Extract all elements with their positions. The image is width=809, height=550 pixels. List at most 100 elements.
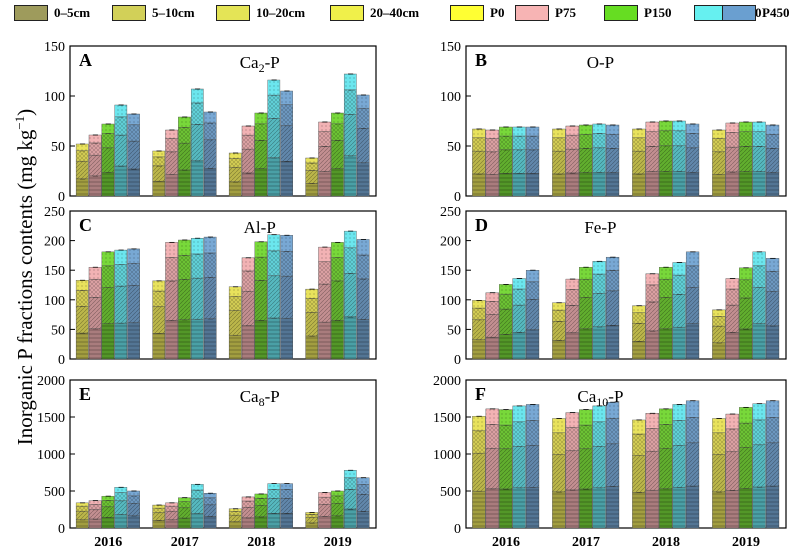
bar-segment-hatch [632,137,646,152]
bar-segment-hatch [229,153,242,159]
legend-label: P150 [644,5,672,20]
bar-segment-hatch [204,504,217,517]
bar-segment-hatch [76,150,89,162]
y-tick-label: 2000 [37,374,65,389]
bar-segment-hatch [606,402,619,419]
panel-title-main: Al-P [244,218,276,237]
bar-segment-hatch [579,424,593,449]
bar-segment-hatch [632,419,646,435]
bar-segment-hatch [632,173,646,196]
panel-F: 0 500 1000 1500 2000 2016 2017 2018 2019 F Ca10-P [433,374,787,550]
bar-segment-hatch [280,125,293,162]
bar-segment-hatch [739,328,753,359]
bar-segment-hatch [191,124,204,161]
bar-segment-hatch [712,174,726,196]
bar-segment-hatch [152,156,165,166]
bar-segment-hatch [88,509,102,519]
bar-segment-hatch [645,490,659,528]
bar-segment-hatch [712,316,726,327]
bar-segment-hatch [579,448,593,489]
bar-segment-hatch [499,127,513,136]
bar-segment-hatch [686,323,699,359]
bar-segment-hatch [101,133,115,148]
bar-segment-hatch [472,137,486,152]
panel-title-main: Ca [240,387,259,406]
bar-segment-hatch [552,454,566,492]
bar-segment-hatch [592,405,606,422]
y-tick-label: 1500 [433,411,461,426]
bar-segment-hatch [241,257,255,271]
bar-segment-hatch [229,521,242,528]
bar-segment-hatch [114,514,127,528]
bar-segment-hatch [254,168,268,196]
bar-segment-hatch [229,286,242,297]
bar-segment-hatch [472,453,486,492]
bar-segment-hatch [254,257,268,281]
bar-segment-hatch [357,511,370,528]
bar-segment-hatch [766,325,779,359]
bar-segment-hatch [76,144,89,151]
bar-segment-hatch [318,171,331,196]
bar-segment-hatch [645,131,659,147]
bar-segment-hatch [305,170,318,184]
x-tick-label: 2016 [94,535,122,550]
bar-segment-hatch [127,491,140,496]
bar-segment-hatch [632,455,646,493]
y-tick-label: 200 [44,235,65,250]
bar-segment-hatch [472,491,486,528]
bar-segment-hatch [191,498,204,514]
bar-segment-hatch [229,511,242,516]
bar-segment-hatch [178,255,191,280]
bar-segment-hatch [592,133,606,148]
bar-segment-hatch [659,408,673,425]
bar-segment-hatch [357,319,370,359]
bar-segment-hatch [592,261,606,275]
bar-segment-hatch [178,507,191,518]
bar-segment-hatch [191,160,204,196]
bar-segment-hatch [178,501,191,508]
bar-segment-hatch [165,130,178,139]
bar-segment-hatch [267,234,280,251]
bar-segment-hatch [712,342,726,359]
bar-segment-hatch [645,273,659,285]
bar-segment-hatch [357,108,370,129]
bar-segment-hatch [344,247,357,274]
bar-segment-hatch [725,332,739,359]
bar-segment-hatch [267,157,280,196]
bar-segment-hatch [114,165,127,196]
bar-segment-hatch [512,305,526,333]
bar-segment-hatch [672,171,686,196]
bar-segment-hatch [76,178,89,196]
bar-segment-hatch [752,265,766,288]
bar-segment-hatch [552,302,566,311]
panel-letter: D [475,215,488,235]
bar-segment-hatch [712,491,726,528]
bar-segment-hatch [114,135,127,166]
legend-swatch [14,5,48,21]
bar-segment-hatch [725,123,739,133]
bar-segment-hatch [752,287,766,324]
bar-segment-hatch [739,279,753,298]
bar-segment-hatch [241,291,255,326]
bar-segment-hatch [127,263,140,286]
bar-segment-hatch [88,500,102,505]
bar-segment-hatch [101,251,115,266]
bar-segment-hatch [152,505,165,509]
bar-segment-hatch [552,137,566,152]
bar-segment-hatch [165,174,178,196]
bar-segment-hatch [76,502,89,507]
bar-segment-hatch [204,237,217,253]
bar-segment-hatch [178,497,191,502]
bar-segment-hatch [344,231,357,248]
bar-segment-hatch [565,289,579,306]
bar-segment-hatch [645,171,659,196]
bar-segment-hatch [552,321,566,341]
bar-segment-hatch [76,506,89,512]
bar-segment-hatch [88,135,102,143]
bar-segment-hatch [752,444,766,487]
bar-segment-hatch [472,173,486,196]
bar-segment-hatch [305,522,318,528]
bar-segment-hatch [659,328,673,359]
bar-segment-hatch [592,293,606,327]
bar-segment-hatch [606,443,619,487]
